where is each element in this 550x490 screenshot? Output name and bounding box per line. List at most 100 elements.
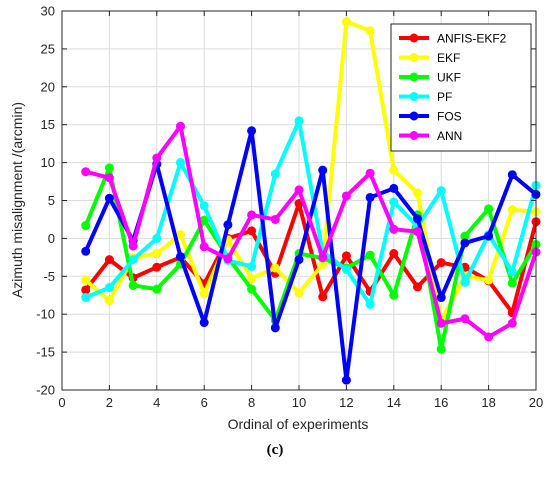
data-point-fos bbox=[294, 255, 304, 265]
legend-swatch-marker bbox=[409, 53, 419, 62]
data-point-ekf bbox=[484, 275, 494, 285]
x-axis-title: Ordinal of experiments bbox=[228, 416, 369, 432]
data-point-ann bbox=[389, 224, 399, 234]
data-point-anfis-ekf2 bbox=[247, 226, 257, 236]
data-point-ekf bbox=[176, 230, 185, 240]
data-point-fos bbox=[413, 214, 422, 224]
y-tick-label: 0 bbox=[48, 231, 55, 246]
legend-label: PF bbox=[437, 90, 452, 104]
data-point-ukf bbox=[128, 280, 138, 290]
data-point-fos bbox=[199, 318, 209, 328]
data-point-pf bbox=[270, 169, 280, 179]
data-point-ekf bbox=[270, 263, 280, 273]
y-axis-title: Azimuth misalignment /(arcmin) bbox=[9, 102, 25, 298]
data-point-ekf bbox=[294, 288, 304, 298]
x-tick-label: 4 bbox=[153, 395, 160, 410]
y-tick-label: 5 bbox=[48, 193, 55, 208]
data-point-anfis-ekf2 bbox=[318, 292, 328, 302]
data-point-ann bbox=[176, 121, 185, 131]
data-point-ukf bbox=[365, 250, 375, 260]
data-point-anfis-ekf2 bbox=[81, 285, 91, 295]
y-tick-label: -10 bbox=[36, 307, 55, 322]
data-point-pf bbox=[341, 264, 351, 274]
data-point-ukf bbox=[484, 204, 494, 214]
data-point-ekf bbox=[389, 165, 399, 175]
legend-swatch-marker bbox=[409, 131, 419, 140]
data-point-ann bbox=[270, 214, 280, 224]
data-point-fos bbox=[318, 165, 328, 175]
series-line-fos bbox=[83, 128, 538, 383]
legend-swatch-marker bbox=[409, 33, 419, 43]
data-point-ann bbox=[460, 314, 470, 324]
data-point-fos bbox=[81, 246, 91, 256]
y-tick-label: 30 bbox=[41, 4, 55, 19]
data-point-ukf bbox=[152, 284, 162, 294]
data-point-ukf bbox=[104, 163, 114, 173]
data-point-fos bbox=[436, 293, 446, 303]
data-point-pf bbox=[436, 186, 446, 196]
data-point-ukf bbox=[507, 278, 517, 288]
data-point-ann bbox=[365, 168, 375, 178]
data-point-anfis-ekf2 bbox=[152, 262, 162, 272]
data-point-pf bbox=[247, 261, 257, 271]
data-point-anfis-ekf2 bbox=[104, 255, 114, 265]
data-point-fos bbox=[484, 231, 494, 241]
data-point-fos bbox=[247, 126, 257, 136]
x-tick-label: 18 bbox=[481, 395, 495, 410]
data-point-ekf bbox=[104, 296, 114, 306]
figure-caption: (c) bbox=[266, 442, 284, 458]
data-point-fos bbox=[270, 323, 280, 333]
data-point-ann bbox=[104, 173, 114, 183]
y-tick-label: -20 bbox=[36, 383, 55, 398]
data-point-pf bbox=[389, 197, 399, 207]
data-point-anfis-ekf2 bbox=[413, 282, 422, 292]
data-point-pf bbox=[507, 267, 517, 277]
data-point-ekf bbox=[81, 275, 91, 285]
legend-swatch-marker bbox=[409, 72, 419, 82]
data-point-fos bbox=[365, 192, 375, 202]
y-tick-label: -15 bbox=[36, 345, 55, 360]
y-tick-label: 15 bbox=[41, 117, 55, 132]
data-point-pf bbox=[294, 116, 304, 126]
legend-label: ANFIS-EKF2 bbox=[437, 32, 507, 46]
legend-label: EKF bbox=[437, 51, 460, 65]
data-point-pf bbox=[199, 201, 209, 211]
data-point-ukf bbox=[81, 221, 91, 231]
x-tick-label: 2 bbox=[106, 395, 113, 410]
data-point-anfis-ekf2 bbox=[341, 251, 351, 261]
data-point-ekf bbox=[247, 274, 257, 284]
data-point-pf bbox=[460, 277, 470, 287]
x-tick-label: 12 bbox=[339, 395, 353, 410]
data-point-ann bbox=[223, 254, 233, 264]
data-point-ann bbox=[152, 153, 162, 163]
legend-box bbox=[390, 23, 532, 152]
data-point-ekf bbox=[507, 205, 517, 215]
data-point-ukf bbox=[389, 290, 399, 300]
data-point-ukf bbox=[199, 215, 209, 225]
data-point-ukf bbox=[460, 231, 470, 241]
data-point-fos bbox=[341, 375, 351, 385]
data-point-ann bbox=[81, 167, 91, 177]
data-point-ukf bbox=[247, 284, 257, 294]
data-point-ann bbox=[318, 252, 328, 262]
data-point-ann bbox=[341, 191, 351, 201]
x-tick-label: 16 bbox=[434, 395, 448, 410]
x-tick-label: 14 bbox=[387, 395, 401, 410]
y-tick-label: 10 bbox=[41, 155, 55, 170]
data-point-ann bbox=[436, 318, 446, 328]
x-tick-label: 8 bbox=[248, 395, 255, 410]
x-tick-label: 0 bbox=[58, 395, 65, 410]
y-tick-label: 20 bbox=[41, 79, 55, 94]
data-point-ann bbox=[507, 318, 517, 328]
data-point-fos bbox=[460, 238, 470, 248]
legend-label: ANN bbox=[437, 129, 462, 143]
legend-swatch-marker bbox=[409, 111, 419, 121]
legend-label: UKF bbox=[437, 71, 461, 85]
legend-label: FOS bbox=[437, 110, 462, 124]
data-point-ekf bbox=[199, 289, 209, 299]
data-point-ann bbox=[413, 227, 422, 237]
data-point-pf bbox=[176, 158, 185, 168]
data-point-ekf bbox=[341, 17, 351, 27]
